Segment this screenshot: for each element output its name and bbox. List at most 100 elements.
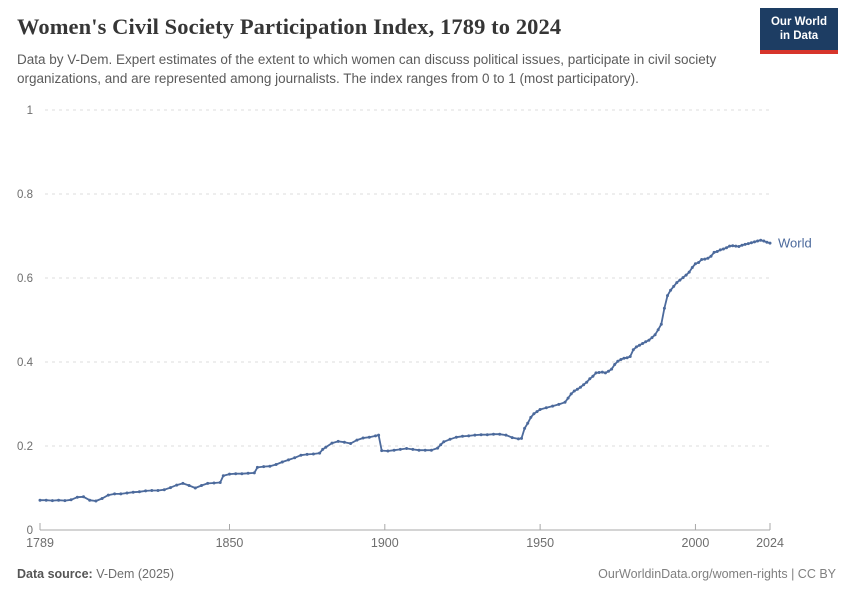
data-point (305, 452, 309, 456)
data-point (765, 240, 769, 244)
data-point (703, 257, 707, 261)
data-point (572, 389, 576, 393)
owid-logo-line1: Our World (770, 16, 827, 28)
data-point (461, 434, 464, 438)
data-point (721, 247, 725, 251)
data-point (569, 392, 573, 396)
data-point (675, 281, 679, 285)
data-point (137, 490, 141, 494)
data-point (600, 370, 604, 374)
data-point (526, 421, 530, 425)
data-point (718, 248, 722, 252)
owid-logo[interactable]: Our World in Data (760, 8, 838, 54)
data-point (768, 241, 772, 245)
data-point (756, 239, 760, 243)
data-point (678, 278, 682, 282)
data-point (240, 472, 244, 476)
data-point (175, 483, 179, 487)
data-point (644, 340, 648, 344)
data-point (206, 481, 210, 485)
data-point (566, 396, 570, 400)
y-tick-label: 0.4 (17, 357, 34, 369)
data-point (392, 448, 396, 452)
data-point (681, 276, 685, 280)
data-point (221, 474, 225, 478)
data-point (439, 443, 443, 447)
data-point (150, 489, 154, 492)
data-point (255, 465, 259, 469)
data-point (262, 465, 266, 469)
data-point (417, 448, 421, 452)
x-tick-label: 2024 (756, 536, 784, 550)
data-point (454, 435, 458, 439)
data-point (448, 437, 452, 441)
y-tick-label: 1 (27, 105, 33, 117)
y-tick-label: 0.8 (17, 189, 33, 201)
data-point (516, 437, 520, 441)
data-point (585, 380, 589, 384)
data-point (485, 433, 489, 437)
data-point (628, 355, 632, 358)
y-tick-label: 0.2 (17, 441, 33, 453)
data-point (181, 481, 185, 485)
data-point (228, 472, 231, 476)
data-point (631, 348, 635, 352)
data-point (538, 408, 542, 411)
data-point (647, 338, 651, 342)
page-title: Women's Civil Society Participation Inde… (17, 14, 562, 39)
data-point (367, 435, 371, 439)
data-point (712, 250, 716, 254)
data-point (324, 445, 328, 449)
data-point (603, 371, 607, 375)
data-point (523, 426, 527, 430)
data-point (94, 499, 98, 503)
data-point (411, 447, 415, 451)
data-source: Data source: V-Dem (2025) (17, 567, 174, 581)
chart-footer: Data source: V-Dem (2025) OurWorldinData… (17, 567, 836, 581)
data-point (82, 495, 85, 499)
chart-subtitle: Data by V-Dem. Expert estimates of the e… (17, 52, 717, 86)
data-point (607, 369, 610, 373)
data-point (280, 460, 284, 464)
data-point (252, 471, 256, 475)
data-point (131, 490, 135, 494)
data-point (311, 452, 315, 456)
data-point (749, 241, 753, 245)
data-point (715, 250, 719, 253)
data-point (613, 363, 617, 366)
data-point (187, 484, 191, 487)
data-point (690, 266, 694, 269)
data-point (684, 273, 688, 277)
data-point (44, 498, 48, 502)
data-point (100, 497, 104, 500)
data-point (579, 385, 582, 389)
data-point (125, 491, 129, 495)
data-point (582, 383, 586, 387)
data-point (544, 406, 548, 410)
data-point (330, 441, 334, 445)
world-series-line (39, 239, 771, 502)
data-point (672, 284, 676, 288)
data-point (218, 481, 222, 484)
data-point (743, 242, 747, 246)
citation-link[interactable]: OurWorldinData.org/women-rights | CC BY (598, 567, 836, 581)
data-point (638, 343, 641, 347)
data-point (504, 433, 508, 437)
data-point (662, 306, 666, 310)
data-point (659, 322, 663, 326)
data-point (532, 412, 536, 416)
data-point (63, 499, 67, 503)
data-point (594, 371, 598, 375)
data-point (234, 472, 238, 476)
data-point (479, 433, 483, 437)
y-tick-label: 0.6 (17, 273, 33, 285)
data-point (725, 246, 728, 250)
data-point (442, 440, 446, 444)
data-point (169, 486, 172, 490)
data-point (693, 262, 697, 266)
owid-logo-line2: in Data (779, 30, 819, 43)
data-point (697, 261, 701, 264)
data-point (144, 489, 148, 493)
